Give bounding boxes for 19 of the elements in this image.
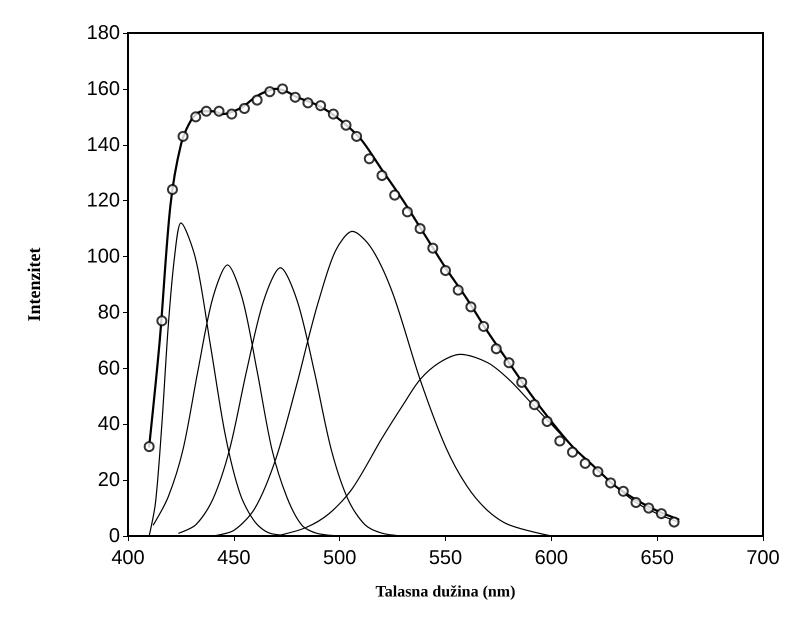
- y-tick-label: 180: [86, 22, 120, 44]
- y-axis-title: Intenzitet: [24, 248, 44, 322]
- y-tick-label: 60: [98, 357, 120, 380]
- y-tick-label: 120: [86, 190, 120, 212]
- y-tick-label: 0: [108, 525, 120, 547]
- x-tick-label: 550: [428, 547, 462, 569]
- y-tick-label: 140: [86, 134, 120, 156]
- y-tick-label: 40: [98, 413, 120, 436]
- x-tick-label: 600: [534, 547, 568, 569]
- x-tick-label: 650: [640, 547, 674, 569]
- x-tick-label: 450: [217, 547, 251, 569]
- y-tick-label: 80: [98, 301, 120, 324]
- y-tick-label: 160: [86, 78, 120, 100]
- x-axis-title: Talasna dužina (nm): [376, 584, 516, 600]
- x-tick-label: 400: [111, 547, 145, 569]
- x-tick-label: 500: [322, 547, 356, 569]
- y-tick-label: 100: [86, 246, 120, 268]
- x-tick-label: 700: [746, 547, 780, 569]
- y-tick-label: 20: [98, 469, 120, 492]
